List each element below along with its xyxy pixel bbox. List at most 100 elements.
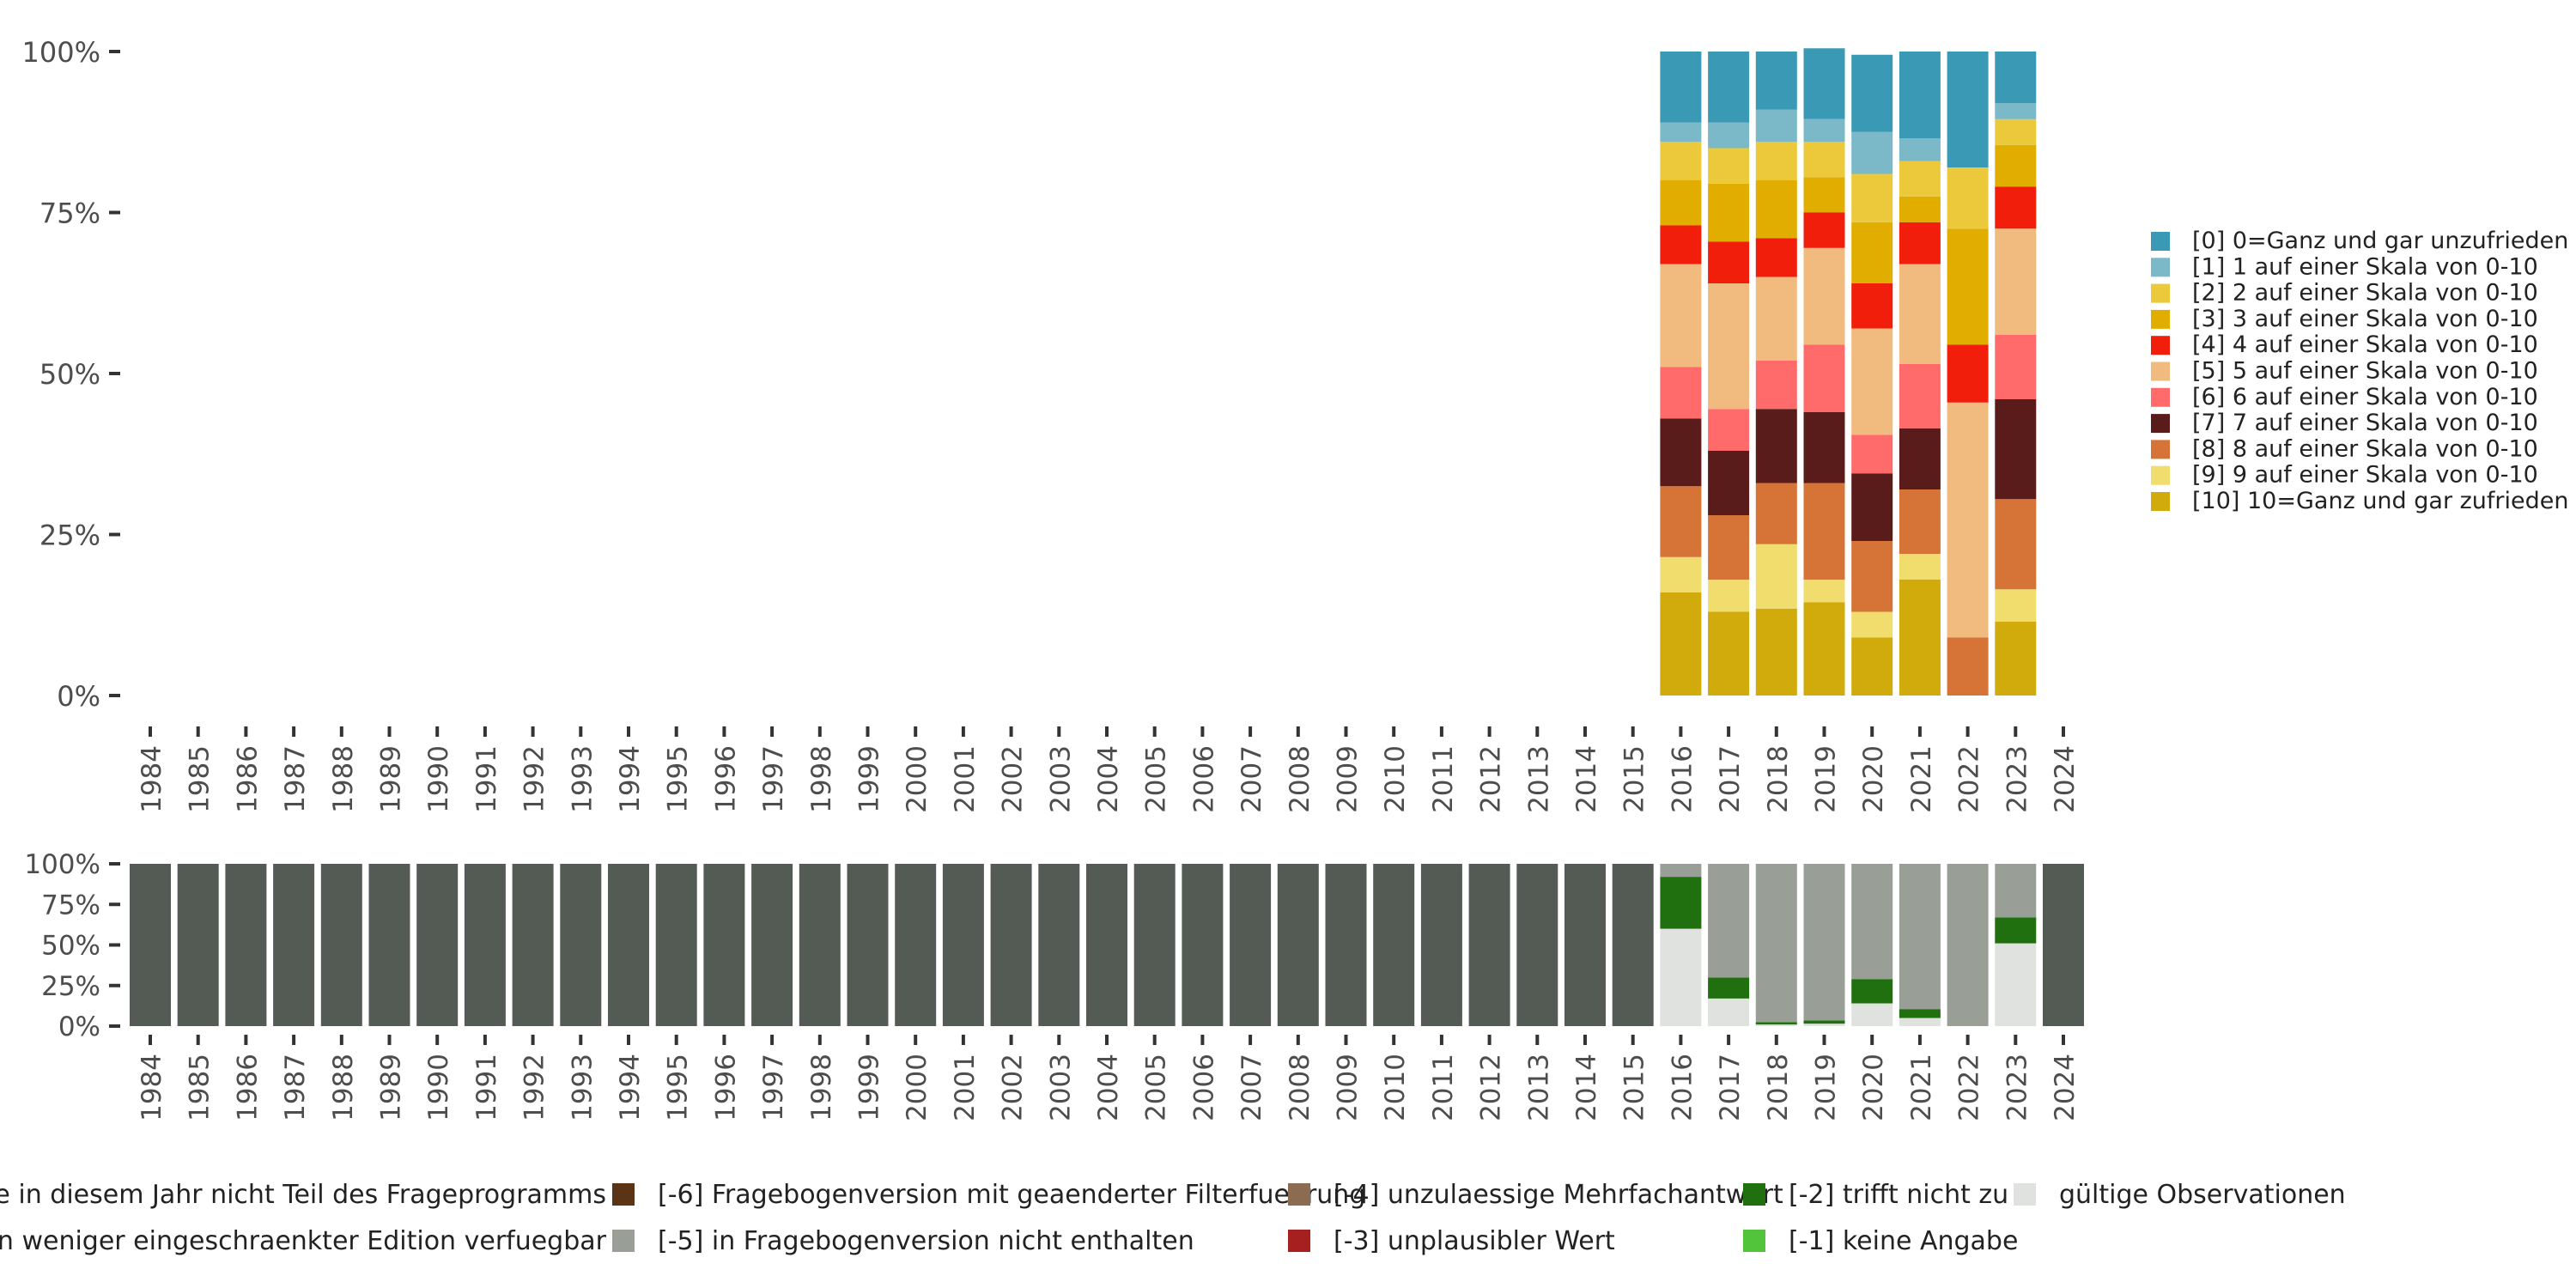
bar-segment-2015-8-frage-in-diesem-jahr-nicht-teil-des-frageprogramms [1612, 864, 1654, 1026]
bar-segment-2001-8-frage-in-diesem-jahr-nicht-teil-des-frageprogramms [942, 864, 984, 1026]
bar-segment-2018-2-2-auf-einer-skala-von-0-10 [1755, 142, 1797, 180]
legend-swatch-4-4-auf-einer-skala-von-0-10 [2151, 336, 2170, 355]
bar-segment-2020-8-8-auf-einer-skala-von-0-10 [1851, 541, 1893, 612]
bar-segment-2016-9-9-auf-einer-skala-von-0-10 [1660, 556, 1702, 592]
legend-swatch-8-8-auf-einer-skala-von-0-10 [2151, 440, 2170, 459]
x-tick-label: 2010 [1380, 745, 1411, 813]
bar-segment-2019-g-ltige-observationen [1803, 1024, 1845, 1026]
x-tick-label: 2022 [1954, 745, 1985, 813]
bar-segment-2009-8-frage-in-diesem-jahr-nicht-teil-des-frageprogramms [1325, 864, 1367, 1026]
bar-segment-2019-8-8-auf-einer-skala-von-0-10 [1803, 483, 1845, 580]
x-tick-label: 1995 [663, 745, 694, 813]
bar-segment-2016-2-trifft-nicht-zu [1660, 877, 1702, 929]
legend-swatch-6-6-auf-einer-skala-von-0-10 [2151, 387, 2170, 407]
bar-segment-2017-3-3-auf-einer-skala-von-0-10 [1708, 183, 1750, 242]
top-chart-legend: [0] 0=Ganz und gar unzufrieden[1] 1 auf … [2151, 228, 2569, 514]
x-tick-label: 2017 [1715, 745, 1746, 813]
x-tick-label: 1991 [471, 745, 502, 813]
bar-segment-2023-6-6-auf-einer-skala-von-0-10 [1995, 335, 2037, 399]
bar-segment-2021-3-3-auf-einer-skala-von-0-10 [1899, 196, 1941, 222]
x-tick-label: 1992 [519, 1054, 550, 1121]
x-tick-label: 2018 [1763, 745, 1794, 813]
bar-segment-1999-8-frage-in-diesem-jahr-nicht-teil-des-frageprogramms [847, 864, 889, 1026]
x-tick-label: 1996 [710, 745, 741, 813]
bar-segment-2023-4-4-auf-einer-skala-von-0-10 [1995, 186, 2037, 229]
bar-segment-2022-4-4-auf-einer-skala-von-0-10 [1947, 344, 1989, 403]
bar-segment-2019-3-3-auf-einer-skala-von-0-10 [1803, 177, 1845, 213]
bar-segment-2020-5-in-fragebogenversion-nicht-enthalten [1851, 864, 1893, 980]
bar-segment-2023-0-0-ganz-und-gar-unzufrieden [1995, 52, 2037, 103]
bar-segment-2012-8-frage-in-diesem-jahr-nicht-teil-des-frageprogramms [1468, 864, 1510, 1026]
bar-segment-2023-1-1-auf-einer-skala-von-0-10 [1995, 103, 2037, 119]
bar-segment-2016-0-0-ganz-und-gar-unzufrieden [1660, 52, 1702, 123]
legend-label: [8] 8 auf einer Skala von 0-10 [2192, 435, 2538, 462]
x-tick-label: 2009 [1333, 745, 1364, 813]
bar-segment-2006-8-frage-in-diesem-jahr-nicht-teil-des-frageprogramms [1182, 864, 1224, 1026]
bar-segment-2023-10-10-ganz-und-gar-zufrieden [1995, 621, 2037, 696]
x-tick-label: 1988 [328, 745, 359, 813]
bar-segment-2016-1-1-auf-einer-skala-von-0-10 [1660, 122, 1702, 142]
bar-segment-2021-1-1-auf-einer-skala-von-0-10 [1899, 138, 1941, 161]
x-tick-label: 2021 [1906, 1054, 1937, 1121]
bar-segment-2016-7-7-auf-einer-skala-von-0-10 [1660, 418, 1702, 487]
bar-segment-2017-2-trifft-nicht-zu [1708, 977, 1750, 999]
bar-segment-2018-2-trifft-nicht-zu [1755, 1022, 1797, 1025]
legend-label: [7] 7 auf einer Skala von 0-10 [2192, 410, 2538, 436]
bar-segment-2020-5-5-auf-einer-skala-von-0-10 [1851, 328, 1893, 435]
x-tick-label: 2006 [1188, 745, 1219, 813]
x-tick-label: 2024 [2050, 745, 2081, 813]
bar-segment-2021-2-trifft-nicht-zu [1899, 1009, 1941, 1018]
bar-segment-2020-2-2-auf-einer-skala-von-0-10 [1851, 173, 1893, 222]
bar-segment-2010-8-frage-in-diesem-jahr-nicht-teil-des-frageprogramms [1373, 864, 1415, 1026]
x-tick-label: 2021 [1906, 745, 1937, 813]
y-tick-label: 25% [41, 971, 100, 1002]
bar-segment-2023-9-9-auf-einer-skala-von-0-10 [1995, 589, 2037, 622]
bar-segment-2022-0-0-ganz-und-gar-unzufrieden [1947, 52, 1989, 167]
bar-segment-2016-10-10-ganz-und-gar-zufrieden [1660, 592, 1702, 696]
legend-label: [-7] nur in weniger eingeschraenkter Edi… [0, 1226, 607, 1256]
bar-segment-2018-7-7-auf-einer-skala-von-0-10 [1755, 409, 1797, 483]
bar-segment-1998-8-frage-in-diesem-jahr-nicht-teil-des-frageprogramms [799, 864, 841, 1026]
y-tick-label: 100% [24, 849, 100, 880]
legend-swatch-5-in-fragebogenversion-nicht-enthalten [612, 1230, 635, 1252]
bar-segment-2018-3-3-auf-einer-skala-von-0-10 [1755, 180, 1797, 239]
x-tick-label: 1990 [423, 1054, 454, 1121]
x-tick-label: 2016 [1667, 1054, 1698, 1121]
x-tick-label: 1999 [854, 745, 885, 813]
bar-segment-2018-5-in-fragebogenversion-nicht-enthalten [1755, 864, 1797, 1023]
x-tick-label: 1986 [232, 1054, 263, 1121]
x-tick-label: 2015 [1619, 1054, 1650, 1121]
x-tick-label: 1993 [567, 745, 598, 813]
bar-segment-1992-8-frage-in-diesem-jahr-nicht-teil-des-frageprogramms [512, 864, 554, 1026]
bottom-chart-panel: 0% 25% 50% 75% 100% 1984 1985 1986 1987 1988 1989 1… [24, 849, 2084, 1121]
x-tick-label: 2003 [1045, 1054, 1076, 1121]
y-tick-label: 50% [39, 358, 100, 391]
bar-segment-2019-4-4-auf-einer-skala-von-0-10 [1803, 212, 1845, 248]
legend-label: [10] 10=Ganz und gar zufrieden [2192, 488, 2569, 514]
bar-segment-1986-8-frage-in-diesem-jahr-nicht-teil-des-frageprogramms [225, 864, 267, 1026]
x-tick-label: 2002 [998, 745, 1029, 813]
x-tick-label: 1990 [423, 745, 454, 813]
bar-segment-2018-6-6-auf-einer-skala-von-0-10 [1755, 361, 1797, 410]
bar-segment-2023-5-5-auf-einer-skala-von-0-10 [1995, 228, 2037, 335]
y-tick-label: 0% [58, 1012, 100, 1042]
x-tick-label: 2024 [2050, 1054, 2081, 1121]
x-tick-label: 2018 [1763, 1054, 1794, 1121]
bar-segment-2019-5-5-auf-einer-skala-von-0-10 [1803, 247, 1845, 345]
bar-segment-2018-g-ltige-observationen [1755, 1024, 1797, 1026]
bar-segment-2023-2-2-auf-einer-skala-von-0-10 [1995, 118, 2037, 145]
legend-swatch-3-unplausibler-wert [1288, 1230, 1310, 1252]
x-tick-label: 2016 [1667, 745, 1698, 813]
bar-segment-2017-2-2-auf-einer-skala-von-0-10 [1708, 148, 1750, 184]
x-tick-label: 1992 [519, 745, 550, 813]
legend-swatch-10-10-ganz-und-gar-zufrieden [2151, 492, 2170, 511]
legend-label: [4] 4 auf einer Skala von 0-10 [2192, 331, 2538, 358]
x-tick-label: 1994 [615, 745, 646, 813]
x-tick-label: 2002 [998, 1054, 1029, 1121]
bar-segment-2016-6-6-auf-einer-skala-von-0-10 [1660, 367, 1702, 419]
bar-segment-2021-7-7-auf-einer-skala-von-0-10 [1899, 428, 1941, 489]
x-tick-label: 2011 [1428, 745, 1459, 813]
legend-label: [-6] Fragebogenversion mit geaenderter F… [658, 1180, 1365, 1210]
x-tick-label: 1993 [567, 1054, 598, 1121]
bar-segment-2022-3-3-auf-einer-skala-von-0-10 [1947, 228, 1989, 345]
